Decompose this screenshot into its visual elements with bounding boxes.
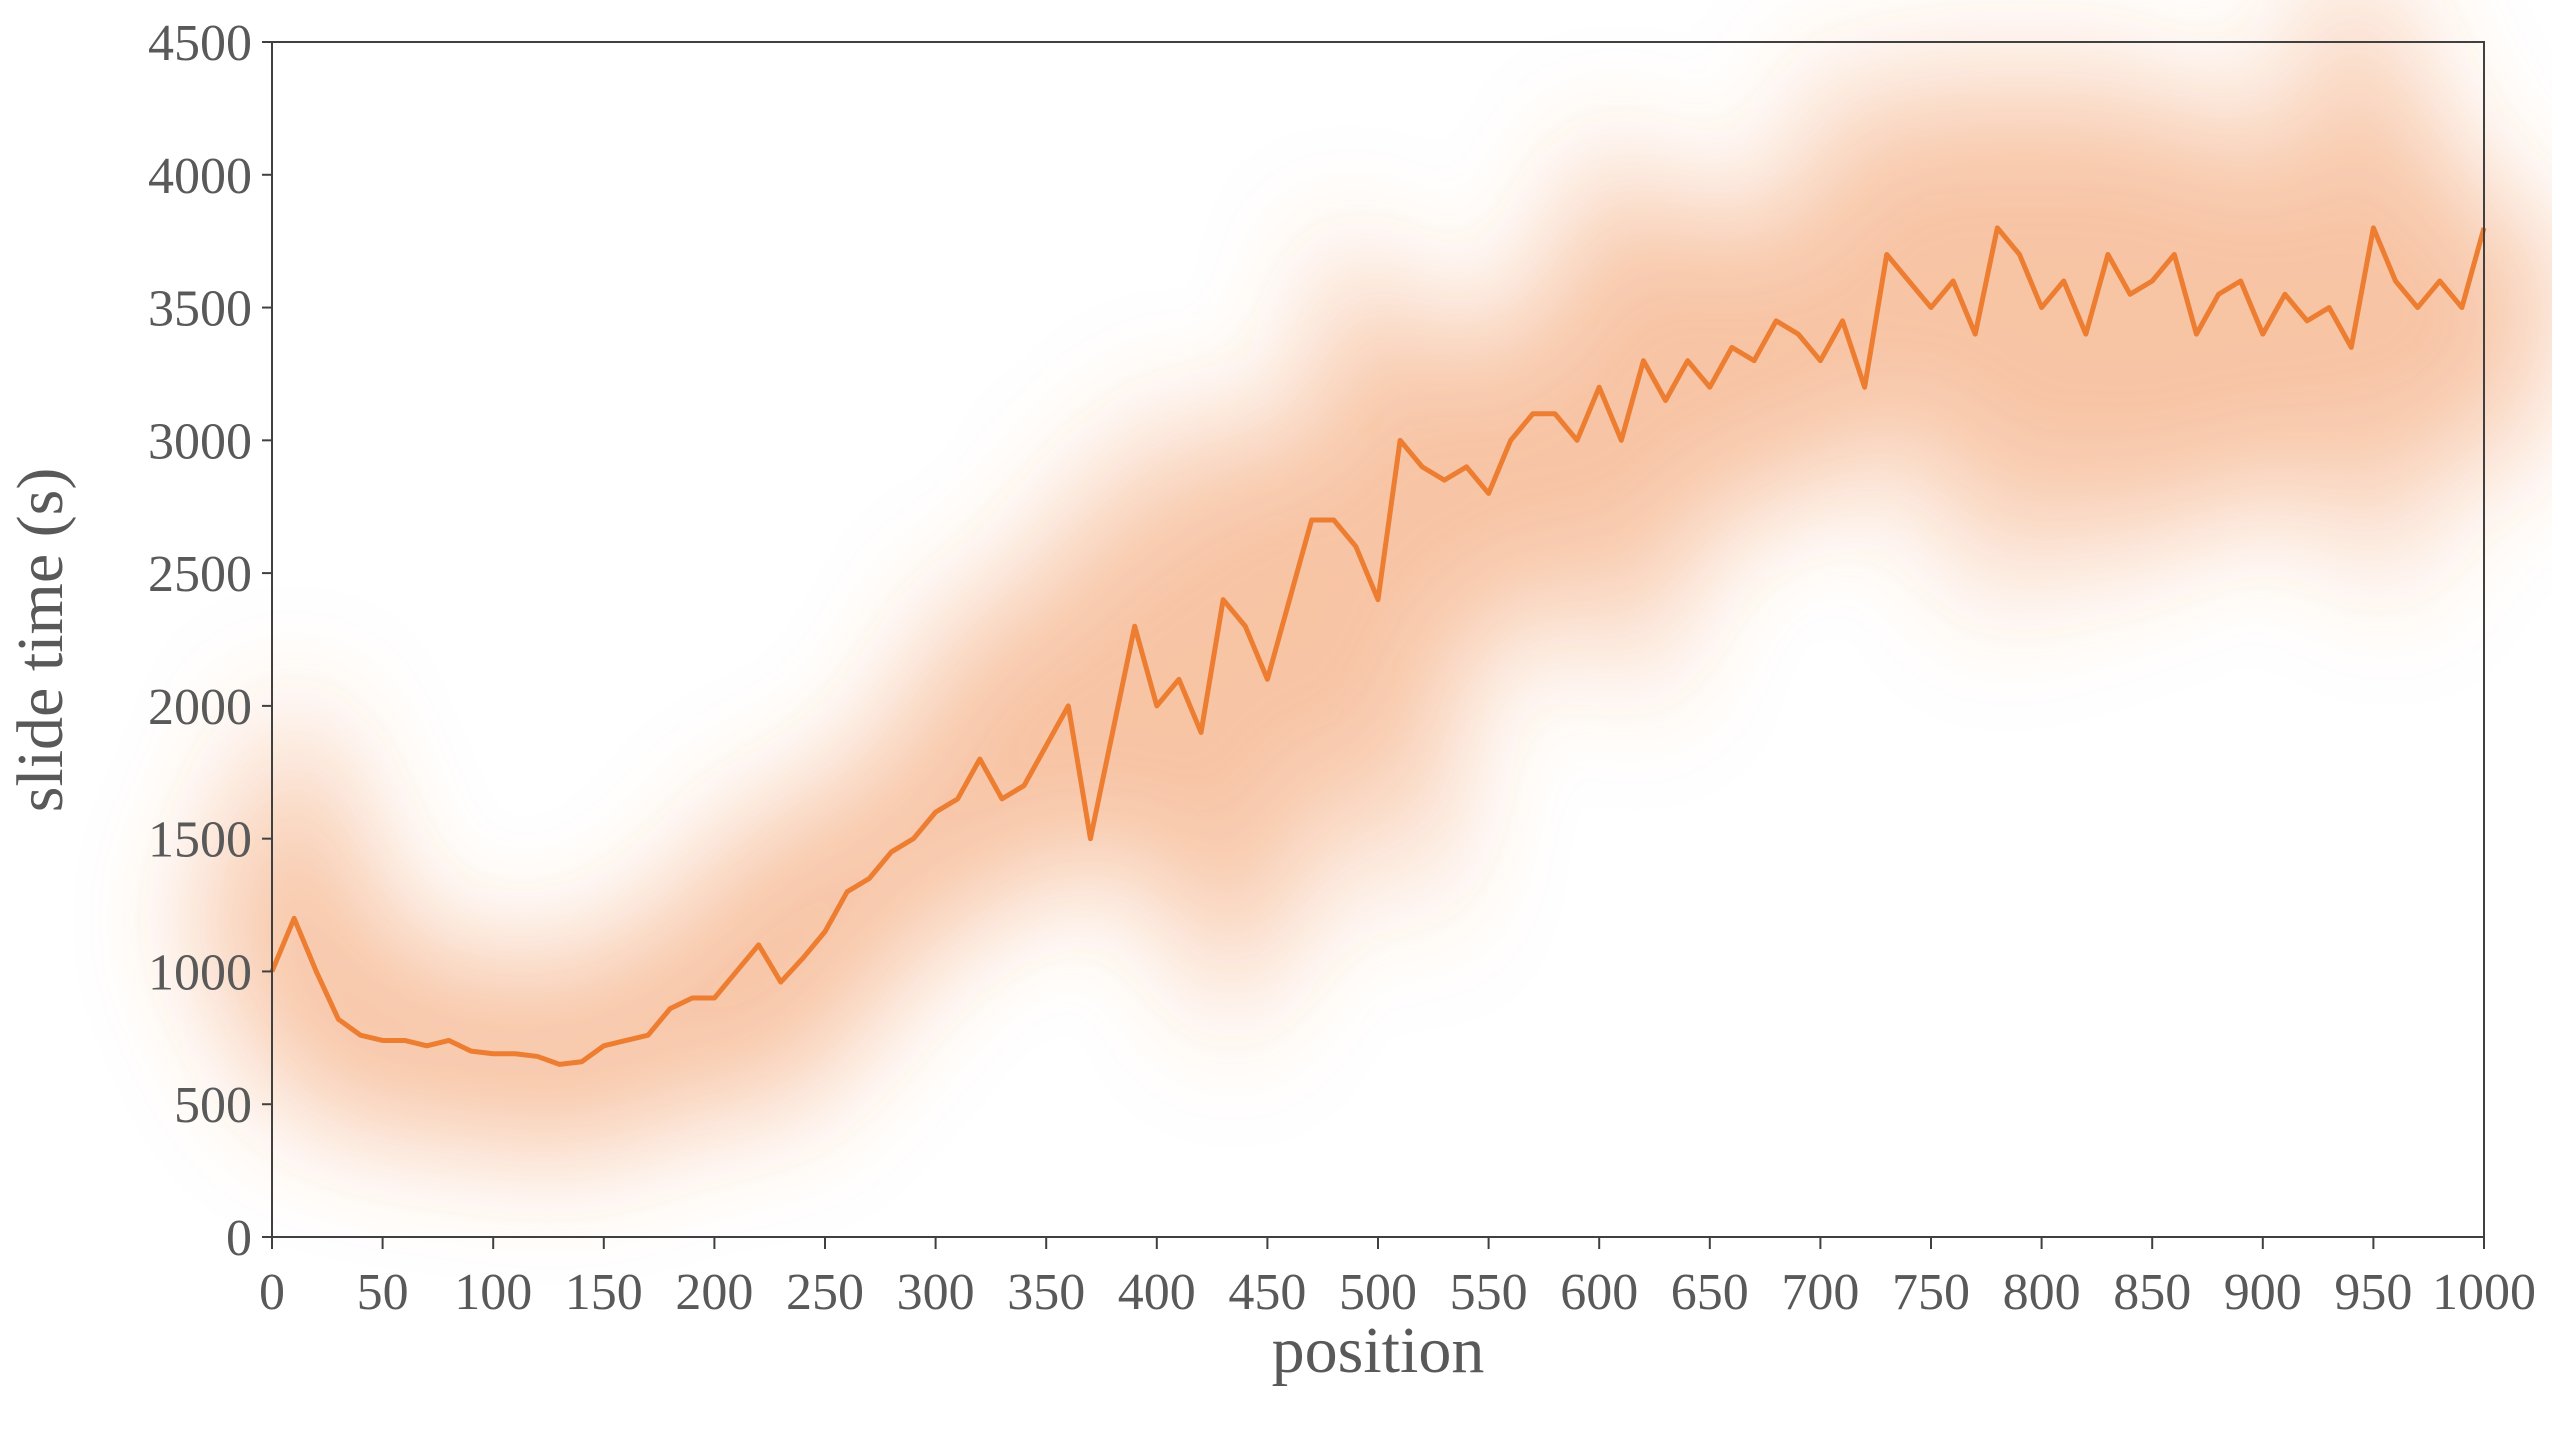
x-tick-label: 0 [259, 1264, 285, 1321]
x-tick-label: 150 [565, 1264, 643, 1321]
y-tick-label: 0 [226, 1210, 252, 1267]
y-tick-label: 1500 [148, 812, 252, 869]
x-tick-label: 800 [2003, 1264, 2081, 1321]
x-tick-label: 100 [454, 1264, 532, 1321]
y-tick-label: 4500 [148, 15, 252, 72]
y-tick-label: 3500 [148, 281, 252, 338]
line-glow [188, 0, 2552, 1157]
x-tick-label: 450 [1228, 1264, 1306, 1321]
x-tick-label: 200 [675, 1264, 753, 1321]
x-tick-label: 700 [1781, 1264, 1859, 1321]
x-tick-label: 600 [1560, 1264, 1638, 1321]
x-tick-label: 550 [1450, 1264, 1528, 1321]
x-tick-label: 750 [1892, 1264, 1970, 1321]
x-tick-label: 950 [2334, 1264, 2412, 1321]
y-tick-label: 2500 [148, 546, 252, 603]
x-tick-label: 250 [786, 1264, 864, 1321]
y-tick-label: 500 [174, 1077, 252, 1134]
y-tick-label: 2000 [148, 679, 252, 736]
y-tick-label: 1000 [148, 944, 252, 1001]
x-axis-title: position [1272, 1314, 1485, 1387]
x-tick-label: 350 [1007, 1264, 1085, 1321]
y-tick-label: 3000 [148, 413, 252, 470]
y-tick-label: 4000 [148, 148, 252, 205]
y-axis-title: slide time (s) [4, 468, 77, 813]
x-tick-label: 50 [357, 1264, 409, 1321]
x-tick-label: 850 [2113, 1264, 2191, 1321]
line [269, 225, 2487, 1067]
x-tick-label: 650 [1671, 1264, 1749, 1321]
x-tick-label: 400 [1118, 1264, 1196, 1321]
x-tick-label: 300 [897, 1264, 975, 1321]
x-tick-label: 500 [1339, 1264, 1417, 1321]
x-tick-label: 1000 [2432, 1264, 2536, 1321]
x-tick-label: 900 [2224, 1264, 2302, 1321]
